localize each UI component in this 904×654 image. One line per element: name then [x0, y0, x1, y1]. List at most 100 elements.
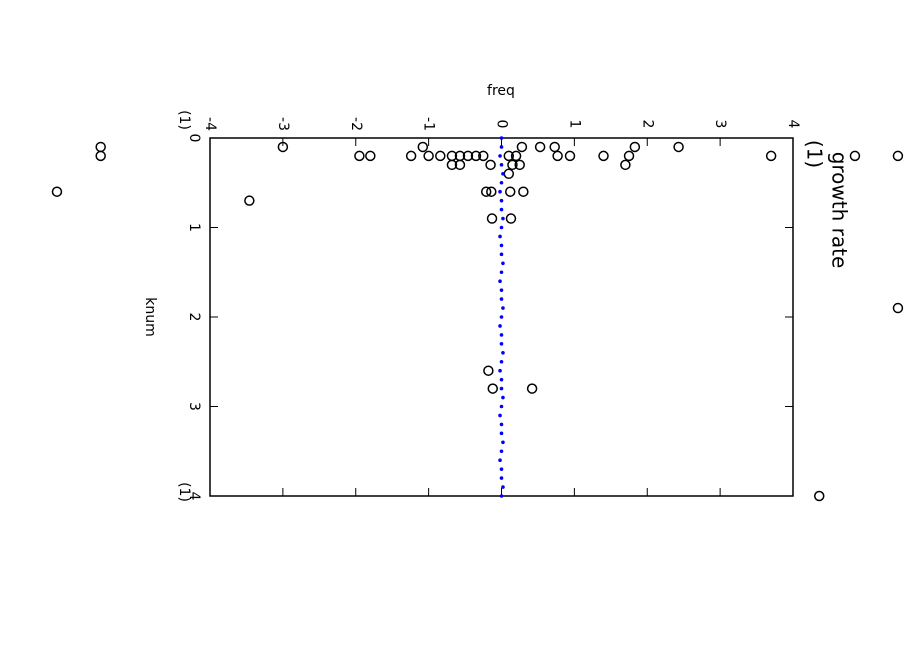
point — [498, 413, 502, 418]
point — [501, 306, 505, 310]
point — [499, 333, 504, 337]
point — [51, 186, 63, 197]
point — [486, 213, 498, 224]
point — [499, 136, 504, 140]
point — [534, 141, 546, 153]
y-tick-label: 4 — [186, 492, 202, 501]
point — [504, 186, 516, 197]
point — [244, 195, 255, 206]
point — [518, 186, 529, 197]
point — [620, 159, 631, 171]
point — [478, 150, 489, 162]
x-tick-label: 0 — [494, 120, 510, 129]
point — [549, 141, 560, 153]
point — [552, 150, 563, 162]
point — [813, 490, 825, 502]
x-tick-label: -1 — [421, 117, 437, 131]
x-tick-label: -4 — [202, 117, 218, 131]
point — [501, 261, 505, 266]
point — [95, 141, 106, 153]
point — [499, 494, 504, 498]
point — [499, 449, 504, 454]
right-axis-label: growth rate — [828, 152, 852, 269]
y-unit: (1) — [176, 482, 192, 502]
point — [499, 377, 504, 382]
point — [486, 186, 497, 197]
point — [499, 342, 504, 346]
point — [505, 213, 517, 224]
y-tick-label: 1 — [186, 223, 202, 232]
point — [499, 476, 504, 480]
point — [498, 234, 502, 239]
point — [501, 216, 505, 221]
point — [501, 172, 505, 176]
point — [498, 368, 502, 373]
point — [499, 243, 504, 248]
point — [499, 225, 504, 230]
point — [503, 150, 515, 162]
point — [499, 198, 504, 203]
x-unit: (1) — [176, 110, 192, 130]
point — [499, 252, 504, 257]
right-unit: (1) — [803, 140, 827, 168]
point — [510, 150, 522, 162]
point — [446, 159, 458, 171]
point — [499, 288, 504, 292]
point — [277, 141, 289, 153]
point — [487, 383, 499, 394]
point — [892, 150, 904, 162]
point — [499, 145, 504, 149]
point — [564, 150, 576, 162]
point — [499, 404, 504, 409]
point — [480, 186, 492, 197]
y-tick-label: 3 — [186, 402, 202, 411]
point — [423, 150, 434, 162]
point — [454, 159, 466, 171]
point — [499, 163, 504, 167]
point — [499, 315, 504, 319]
point — [501, 351, 505, 355]
point — [503, 168, 515, 180]
point — [507, 159, 518, 171]
point — [501, 395, 505, 400]
x-tick-label: 1 — [566, 120, 582, 129]
y-axis-label: knum — [142, 297, 158, 337]
y-tick-label: 2 — [186, 313, 202, 322]
point — [485, 159, 496, 171]
point — [499, 467, 504, 471]
point — [514, 159, 525, 171]
point — [501, 440, 505, 445]
point — [499, 180, 504, 185]
point — [499, 207, 504, 212]
x-tick-label: 3 — [712, 120, 728, 129]
point — [499, 297, 504, 301]
point — [417, 141, 429, 153]
point — [498, 279, 502, 284]
point — [623, 150, 635, 162]
point — [499, 270, 504, 275]
point — [462, 150, 474, 162]
x-tick-label: 4 — [785, 120, 801, 129]
point — [498, 189, 502, 194]
x-tick-label: -2 — [348, 117, 364, 131]
point — [435, 150, 446, 162]
point — [598, 150, 609, 162]
point — [470, 150, 482, 162]
point — [892, 302, 904, 314]
point — [673, 141, 684, 153]
point — [365, 150, 376, 162]
point — [499, 422, 504, 427]
point — [629, 141, 641, 153]
point — [849, 150, 861, 162]
x-tick-label: 2 — [639, 120, 655, 129]
x-axis-label: freq — [487, 83, 515, 99]
point — [483, 365, 494, 376]
point — [499, 386, 504, 391]
point — [498, 458, 502, 463]
point — [498, 154, 502, 158]
x-tick-label: -3 — [275, 117, 291, 131]
point — [765, 150, 777, 162]
point — [405, 150, 417, 162]
point — [499, 431, 504, 436]
